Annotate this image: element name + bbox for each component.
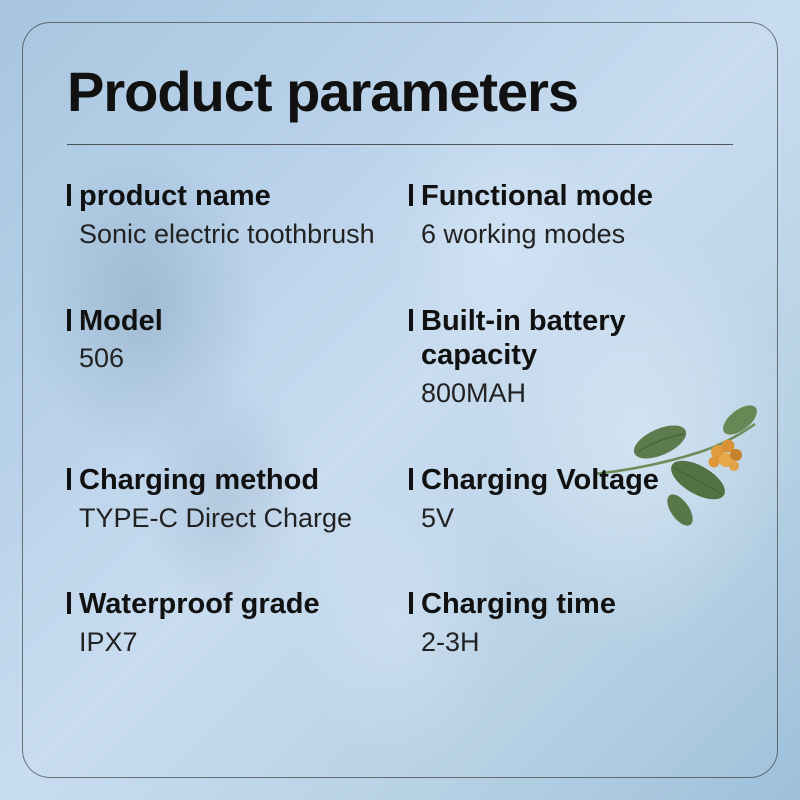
param-value: 5V <box>409 502 733 536</box>
parameters-card: Product parameters product name Sonic el… <box>22 22 778 778</box>
param-label: Charging time <box>409 587 733 622</box>
param-value: 2-3H <box>409 626 733 660</box>
param-product-name: product name Sonic electric toothbrush <box>67 179 391 252</box>
param-label: Built-in battery capacity <box>409 304 733 374</box>
param-label: Waterproof grade <box>67 587 391 622</box>
param-label: Functional mode <box>409 179 733 214</box>
param-waterproof-grade: Waterproof grade IPX7 <box>67 587 391 660</box>
param-label: Charging method <box>67 463 391 498</box>
param-battery-capacity: Built-in battery capacity 800MAH <box>409 304 733 411</box>
param-value: 800MAH <box>409 377 733 411</box>
param-charging-voltage: Charging Voltage 5V <box>409 463 733 536</box>
parameters-grid: product name Sonic electric toothbrush F… <box>67 179 733 660</box>
param-value: TYPE-C Direct Charge <box>67 502 391 536</box>
param-label: Charging Voltage <box>409 463 733 498</box>
param-functional-mode: Functional mode 6 working modes <box>409 179 733 252</box>
param-label: Model <box>67 304 391 339</box>
param-label: product name <box>67 179 391 214</box>
param-value: 6 working modes <box>409 218 733 252</box>
param-value: IPX7 <box>67 626 391 660</box>
card-title: Product parameters <box>67 59 733 124</box>
title-divider <box>67 144 733 145</box>
param-charging-time: Charging time 2-3H <box>409 587 733 660</box>
param-charging-method: Charging method TYPE-C Direct Charge <box>67 463 391 536</box>
param-value: Sonic electric toothbrush <box>67 218 391 252</box>
param-model: Model 506 <box>67 304 391 411</box>
param-value: 506 <box>67 342 391 376</box>
